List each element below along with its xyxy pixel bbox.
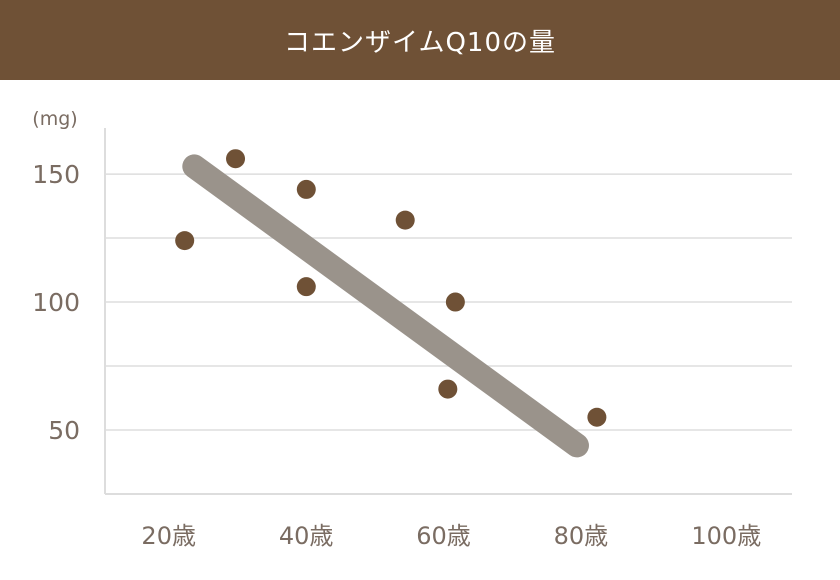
y-tick-label: 100 bbox=[32, 288, 80, 317]
x-tick-label: 60歳 bbox=[416, 522, 471, 550]
data-point bbox=[226, 149, 246, 169]
data-point bbox=[438, 379, 458, 399]
x-tick-label: 100歳 bbox=[691, 522, 761, 550]
data-point bbox=[296, 277, 316, 297]
y-axis-unit-label: (mg) bbox=[32, 108, 77, 130]
y-tick-label: 50 bbox=[48, 416, 80, 445]
data-point bbox=[175, 231, 195, 251]
data-point bbox=[395, 210, 415, 230]
y-tick-label: 150 bbox=[32, 160, 80, 189]
x-tick-label: 40歳 bbox=[279, 522, 334, 550]
data-point bbox=[296, 179, 316, 199]
x-tick-label: 80歳 bbox=[554, 522, 609, 550]
chart-title: コエンザイムQ10の量 bbox=[283, 27, 557, 58]
data-point bbox=[445, 292, 465, 312]
data-point bbox=[587, 407, 607, 427]
chart-title-bar: コエンザイムQ10の量 bbox=[0, 0, 840, 80]
trend-line bbox=[182, 154, 589, 458]
scatter-chart: (mg) 50 100 150 20歳 40歳 60歳 80歳 100歳 bbox=[32, 108, 792, 550]
x-tick-label: 20歳 bbox=[141, 522, 196, 550]
